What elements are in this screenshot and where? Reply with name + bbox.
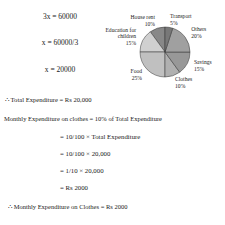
annotation: Monthly Expenditure on clothes = 10% of … — [4, 115, 162, 122]
annotation: = Rs 2000 — [60, 184, 89, 191]
pie-slice — [165, 27, 173, 52]
annotation: 3x = 60000 — [43, 12, 77, 21]
slice-label: Education forchildren — [105, 27, 136, 40]
chart-svg: House rent10%Education forchildren15%Foo… — [0, 0, 225, 225]
annotations: 3x = 60000 x = 60000/3 x = 20000 ∴ Total Ex… — [4, 12, 162, 211]
annotation: x = 60000/3 — [42, 38, 79, 47]
slice-label-line: Clothes — [175, 76, 192, 82]
slice-value-label: 10% — [175, 83, 186, 89]
annotation: = 1/10 × 20,000 — [60, 167, 104, 174]
slice-value-label: 10% — [145, 21, 156, 27]
slice-value-label: 25% — [132, 75, 143, 81]
slice-label: Clothes — [175, 76, 192, 82]
slice-label-line: Education for — [105, 27, 136, 33]
slice-label-line: Savings — [194, 60, 212, 66]
slice-value-label: 15% — [126, 40, 137, 46]
pie: House rent10%Education forchildren15%Foo… — [105, 13, 211, 89]
slice-label: Savings — [194, 60, 212, 66]
slice-label-line: Food — [131, 68, 143, 74]
slice-value-label: 20% — [191, 33, 202, 39]
slice-label: Others — [191, 26, 206, 32]
slice-label-line: House rent — [131, 14, 156, 20]
annotation: x = 20000 — [45, 65, 76, 74]
slice-label: Transport — [170, 13, 192, 19]
annotation: = 10/100 × 20,000 — [60, 150, 111, 157]
chart-container: House rent10%Education forchildren15%Foo… — [0, 0, 225, 225]
pie-slice — [140, 32, 165, 52]
slice-label-line: Transport — [170, 13, 192, 19]
annotation: ∴ Total Expenditure = Rs 20,000 — [5, 96, 92, 103]
slice-value-label: 5% — [170, 20, 178, 26]
pie-slice — [140, 52, 165, 77]
slice-label: House rent — [131, 14, 156, 20]
slice-label-line: children — [118, 34, 137, 40]
annotation: = 10/100 × Total Expenditure — [60, 133, 140, 140]
slice-value-label: 15% — [194, 66, 205, 72]
slice-label: Food — [131, 68, 143, 74]
slice-label-line: Others — [191, 26, 206, 32]
pie-slice — [165, 52, 190, 72]
annotation: ∴ Monthly Expenditure on Clothes = Rs 20… — [8, 203, 127, 210]
